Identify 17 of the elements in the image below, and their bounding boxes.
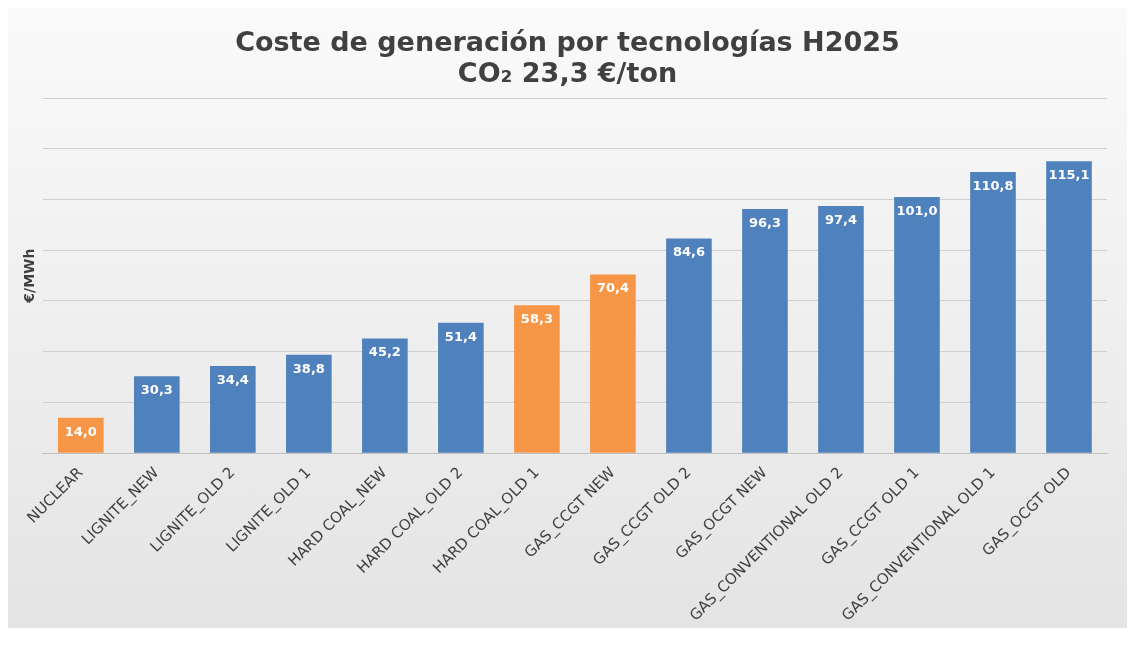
data-label: 45,2 [368, 344, 401, 360]
data-label: 101,0 [896, 202, 938, 218]
data-label: 58,3 [520, 311, 553, 327]
data-label: 30,3 [140, 382, 173, 398]
data-label: 96,3 [748, 214, 781, 230]
data-label: 110,8 [972, 177, 1014, 193]
data-label: 34,4 [216, 371, 249, 387]
data-label: 38,8 [292, 360, 325, 376]
data-label: 97,4 [824, 211, 857, 227]
y-axis-title: €/MWh [21, 248, 38, 304]
data-label: 51,4 [444, 328, 477, 344]
chart-subtitle: CO₂ 23,3 €/ton [456, 57, 679, 88]
data-label: 115,1 [1048, 167, 1090, 183]
data-label: 84,6 [672, 244, 705, 260]
chart-title: Coste de generación por tecnologías H2025 [234, 26, 901, 57]
data-label: 70,4 [596, 280, 629, 296]
data-label: 14,0 [64, 423, 97, 439]
